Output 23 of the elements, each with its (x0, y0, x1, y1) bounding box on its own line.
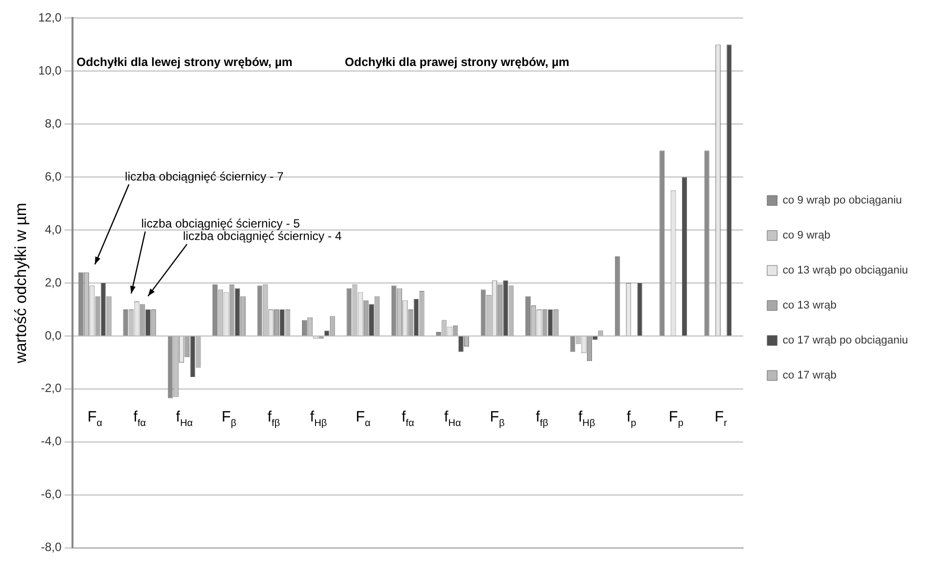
y-tick-label: -6,0 (40, 487, 62, 502)
y-tick-label: 2,0 (44, 275, 62, 290)
legend-label: co 17 wrąb po obciąganiu (782, 334, 908, 347)
y-tick-label: 10,0 (38, 63, 62, 78)
annotation: liczba obciągnięć ściernicy - 4 (182, 229, 342, 244)
annotation: liczba obciągnięć ściernicy - 7 (124, 169, 284, 184)
legend-label: co 17 wrąb (782, 370, 836, 382)
y-tick-label: -4,0 (40, 434, 62, 448)
legend-label: co 13 wrąb (782, 300, 836, 312)
y-tick-label: 12,0 (38, 10, 62, 25)
y-tick-label: -8,0 (40, 540, 62, 554)
legend-label: co 9 wrąb po obciąganiu (782, 194, 902, 207)
y-tick-label: -2,0 (40, 381, 62, 396)
y-tick-label: 0,0 (44, 328, 62, 342)
annotation: Odchyłki dla lewej strony wrębów, µm (76, 55, 292, 70)
y-tick-label: 8,0 (44, 116, 62, 130)
legend-label: co 9 wrąb (782, 230, 830, 242)
annotation: Odchyłki dla prawej strony wrębów, µm (344, 55, 570, 70)
y-axis-title: wartość odchyłki w µm (13, 202, 30, 364)
y-tick-label: 6,0 (44, 169, 62, 184)
annotation: liczba obciągnięć ściernicy - 5 (141, 216, 300, 231)
legend-label: co 13 wrąb po obciąganiu (782, 264, 908, 277)
y-tick-label: 4,0 (44, 222, 62, 236)
